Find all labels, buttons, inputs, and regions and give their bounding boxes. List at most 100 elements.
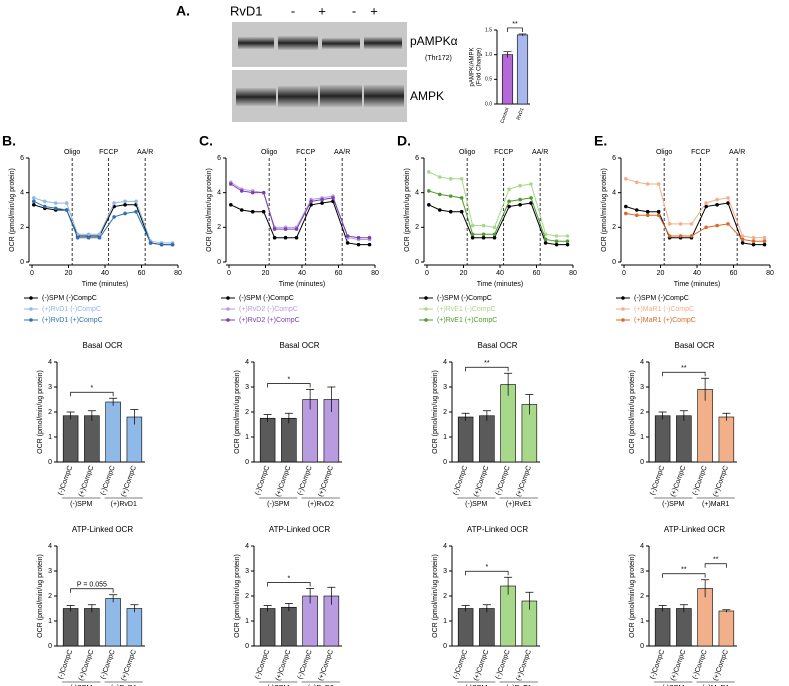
group-label: (+)RvE1 — [506, 685, 532, 686]
x-tick-label: (+)CompC — [78, 649, 96, 682]
y-tick-label: 0.5 — [485, 77, 492, 83]
injection-label: AA/R — [334, 149, 350, 156]
y-tick-label: 2 — [640, 593, 644, 600]
bar — [259, 417, 276, 463]
data-point — [624, 177, 628, 181]
group-label: (+)MaR1 — [702, 501, 730, 508]
significance-bracket — [662, 371, 706, 377]
data-point — [345, 234, 350, 238]
data-point — [518, 197, 522, 202]
y-tick-label: 1.5 — [485, 27, 492, 33]
y-tick-label: 2 — [640, 409, 644, 416]
legend-marker — [29, 307, 33, 311]
x-tick-label: (-)CompC — [254, 465, 271, 496]
group-label: (+)RvD1 — [111, 501, 137, 508]
error-bar — [525, 394, 534, 415]
data-point — [565, 242, 570, 247]
x-tick-label: (-)CompC — [452, 465, 469, 496]
x-tick-label: (+)CompC — [670, 649, 688, 682]
data-point — [250, 209, 255, 214]
data-point — [320, 201, 324, 205]
data-point — [470, 235, 475, 240]
x-axis-label: Time (minutes) — [82, 281, 128, 288]
significance-bracket — [70, 588, 114, 593]
legend-label: (+)MaR1 (+)CompC — [634, 317, 696, 324]
x-tick-label: 80 — [174, 270, 182, 277]
data-point — [740, 234, 745, 238]
data-point — [367, 242, 372, 247]
x-tick-label: (+)CompC — [275, 649, 293, 682]
x-tick-label: (-)CompC — [692, 465, 709, 496]
bar — [479, 608, 495, 647]
data-point — [239, 208, 244, 212]
bar — [501, 54, 514, 105]
y-tick-label: 4 — [443, 543, 447, 550]
panel-letter: C. — [199, 133, 213, 149]
x-tick-label: (-)CompC — [649, 465, 666, 496]
y-axis-label: OCR (pmol/min/ug protein) — [206, 168, 213, 252]
significance-label: ** — [484, 360, 490, 367]
x-tick-label: 20 — [460, 270, 468, 277]
data-point — [624, 211, 628, 216]
y-tick-label: 2 — [443, 409, 447, 416]
x-tick-label: (+)CompC — [275, 465, 293, 498]
error-bar — [87, 410, 96, 421]
data-point — [427, 203, 431, 207]
group-label: (-)SPM — [662, 685, 684, 686]
error-bar — [109, 594, 118, 603]
data-point — [53, 206, 58, 211]
data-point — [689, 222, 694, 226]
injection-label: FCCP — [691, 149, 710, 156]
y-axis-label: (Fold Change) — [477, 48, 483, 86]
y-tick-label: 3 — [245, 568, 249, 575]
bar — [84, 415, 100, 463]
data-point — [543, 241, 548, 245]
y-tick-label: 2 — [443, 593, 447, 600]
legend-label: (+)RvD1 (-)CompC — [42, 306, 101, 313]
data-point — [678, 222, 683, 226]
data-point — [704, 201, 708, 205]
x-axis-label: Time (minutes) — [674, 281, 720, 288]
data-point — [112, 215, 116, 219]
data-point — [704, 225, 708, 230]
data-point — [740, 241, 745, 245]
panel-letter: B. — [2, 133, 16, 149]
bar — [105, 401, 121, 463]
legend-label: (-)SPM (-)CompC — [239, 295, 294, 302]
y-tick-label: 4 — [640, 543, 644, 550]
chart-title: ATP-Linked OCR — [72, 525, 133, 534]
y-tick-label: 2 — [612, 224, 616, 231]
bar — [676, 415, 692, 463]
y-axis-label: OCR (pmol/min/ug protein) — [9, 168, 16, 252]
legend-marker — [424, 296, 428, 300]
y-tick-label: 4 — [415, 190, 419, 197]
x-tick-label: 60 — [138, 270, 146, 277]
treatment-label: RvD1 — [230, 3, 263, 18]
y-tick-label: 0 — [20, 259, 24, 266]
injection-label: AA/R — [137, 149, 153, 156]
error-bar — [518, 33, 527, 36]
data-point — [459, 177, 464, 181]
data-point — [261, 209, 266, 214]
y-tick-label: 2 — [48, 409, 52, 416]
data-point — [518, 183, 522, 188]
y-tick-label: 4 — [443, 359, 447, 366]
data-point — [751, 235, 756, 240]
injection-label: Oligo — [459, 149, 475, 156]
x-tick-label: (+)CompC — [120, 465, 138, 498]
data-point — [239, 189, 244, 193]
injection-label: Oligo — [261, 149, 277, 156]
x-tick-label: 40 — [101, 270, 109, 277]
data-point — [554, 242, 559, 247]
y-tick-label: 3 — [443, 384, 447, 391]
group-label: (-)SPM — [267, 685, 289, 686]
y-tick-label: 1 — [48, 618, 52, 625]
data-point — [123, 203, 127, 207]
y-tick-label: 1 — [443, 434, 447, 441]
data-point — [565, 234, 570, 238]
x-tick-label: 80 — [766, 270, 774, 277]
significance-bracket — [507, 27, 523, 32]
bar — [500, 585, 516, 647]
y-axis-label: OCR (pmol/min/ug protein) — [432, 370, 439, 454]
x-tick-label: 20 — [262, 270, 270, 277]
